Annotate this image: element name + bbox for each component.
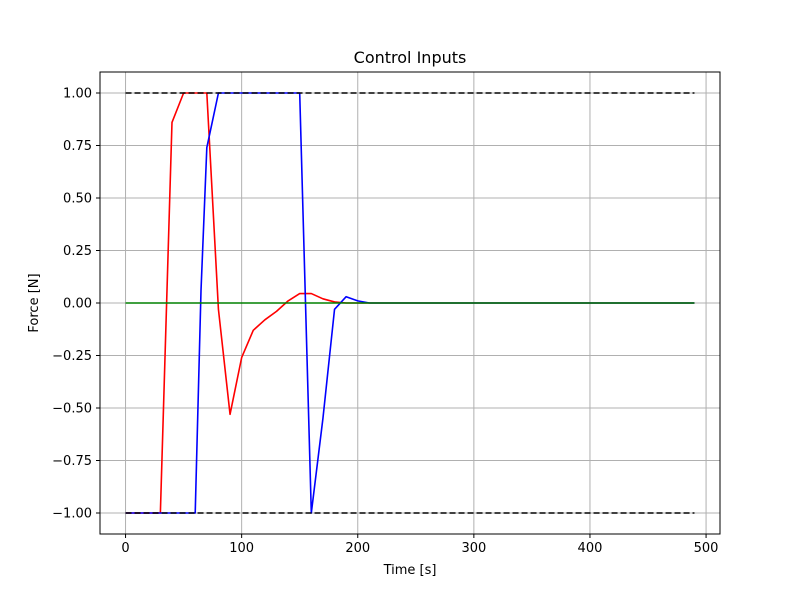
y-tick-label: 0.50: [63, 192, 92, 207]
x-axis-label: Time [s]: [383, 563, 437, 578]
y-tick-label: −0.25: [52, 349, 92, 364]
x-tick-label: 300: [461, 541, 486, 556]
y-tick-label: 0.75: [63, 139, 92, 154]
y-tick-label: 0.25: [63, 244, 92, 259]
x-tick-label: 500: [694, 541, 719, 556]
x-tick-label: 100: [229, 541, 254, 556]
y-tick-label: −0.75: [52, 454, 92, 469]
y-tick-label: 0.00: [63, 297, 92, 312]
x-tick-label: 400: [578, 541, 603, 556]
y-axis-label: Force [N]: [27, 273, 42, 332]
x-tick-label: 0: [121, 541, 129, 556]
x-tick-label: 200: [345, 541, 370, 556]
y-tick-label: 1.00: [63, 87, 92, 102]
series-layer: [125, 92, 695, 514]
y-axis-ticks: −1.00 −0.75 −0.50 −0.25 0.00 0.25 0.50 0.75 1.00: [52, 87, 100, 522]
x-axis-ticks: 0 100 200 300 400 500: [121, 534, 718, 556]
chart-title: Control Inputs: [354, 48, 467, 67]
y-tick-label: −0.50: [52, 402, 92, 417]
y-tick-label: −1.00: [52, 507, 92, 522]
